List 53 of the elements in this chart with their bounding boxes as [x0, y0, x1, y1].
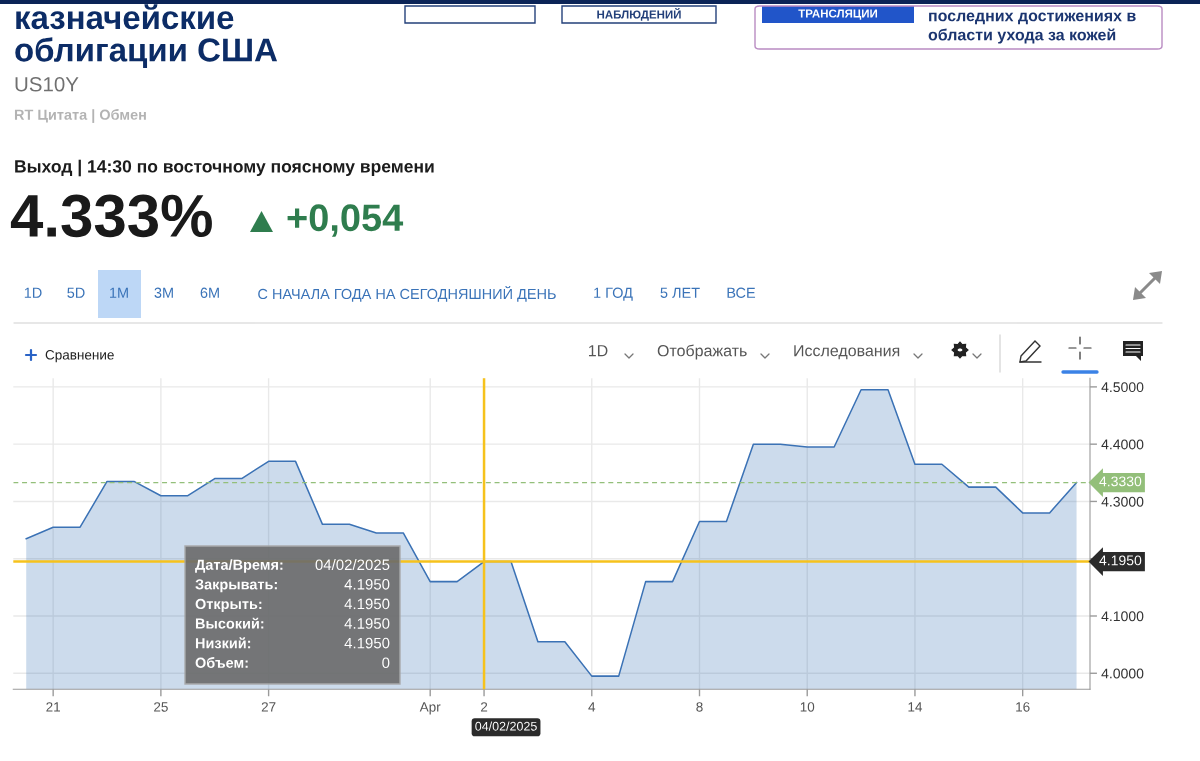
text: 5D — [67, 287, 85, 298]
annotation: 4.1950 — [344, 637, 390, 649]
text: +0,054 — [287, 204, 404, 237]
text: RT Цитата | Обмен — [14, 109, 146, 123]
text: 3M — [154, 287, 173, 298]
chart-subtitle: US10Y — [15, 76, 79, 92]
text: 1D — [588, 345, 608, 357]
ref-line-label: 4.1950 — [1099, 555, 1142, 566]
annotation: 4.1950 — [344, 618, 390, 629]
text: 6M — [200, 287, 219, 298]
annotation: Высокий: — [195, 617, 264, 629]
y-tick-label: 4.4000 — [1101, 439, 1144, 450]
x-tick-label: 4 — [588, 702, 596, 712]
ref-line-label: 4.3330 — [1099, 476, 1142, 487]
annotation: 04/02/2025 — [315, 559, 390, 571]
text: Исследования — [794, 345, 900, 360]
text: 5 ЛЕТ — [660, 287, 700, 298]
annotation: 4.1950 — [344, 598, 390, 610]
x-tick-label: 8 — [696, 702, 703, 712]
text: ВСЕ — [727, 287, 756, 298]
x-tick-label: 14 — [908, 702, 923, 712]
annotation: Объем: — [195, 657, 248, 668]
text: 4.333% — [10, 194, 212, 238]
chart-title: казначейские облигации США — [15, 4, 278, 68]
annotation: Дата/Время: — [195, 559, 283, 573]
text: последних достижениях в — [929, 12, 1136, 25]
annotation: 0 — [382, 657, 390, 669]
text: Сравнение — [45, 350, 114, 363]
x-tick-label: 10 — [800, 702, 815, 712]
text: 1 ГОД — [594, 287, 633, 301]
text: области ухода за кожей — [928, 28, 1116, 44]
text: С НАЧАЛА ГОДА НА СЕГОДНЯШНИЙ ДЕНЬ — [258, 285, 556, 302]
text: НАБЛЮДЕНИЙ — [597, 8, 681, 21]
ref-line-label: 04/02/2025 — [475, 721, 537, 731]
x-tick-label: 27 — [261, 702, 276, 712]
x-tick-label: 25 — [154, 702, 168, 712]
text: 1M — [110, 287, 128, 298]
y-tick-label: 4.1000 — [1101, 611, 1144, 622]
annotation: Закрывать: — [195, 579, 277, 593]
y-tick-label: 4.0000 — [1101, 668, 1144, 679]
x-tick-label: Apr — [419, 702, 441, 715]
text: Выход | 14:30 по восточному поясному времени — [15, 159, 434, 177]
y-tick-label: 4.5000 — [1101, 382, 1144, 393]
annotation: 4.1950 — [344, 579, 390, 590]
text: ТРАНСЛЯЦИИ — [798, 9, 878, 20]
x-tick-label: 2 — [480, 702, 488, 712]
text: 1D — [24, 287, 42, 298]
annotation: Открыть: — [195, 598, 262, 612]
y-tick-label: 4.3000 — [1101, 496, 1144, 507]
x-tick-label: 16 — [1016, 702, 1030, 712]
text: Отображать — [657, 344, 747, 360]
x-tick-label: 21 — [46, 702, 61, 712]
annotation: Низкий: — [195, 637, 251, 649]
